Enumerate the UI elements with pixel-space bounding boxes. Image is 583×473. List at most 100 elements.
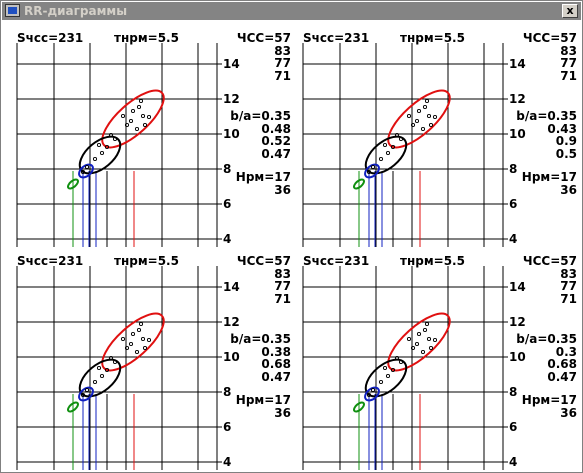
rr-point (142, 122, 148, 128)
rr-point (382, 365, 388, 371)
tnrm-label: тнрм=5.5 (114, 254, 179, 268)
rr-point (366, 392, 372, 398)
rr-point (382, 142, 388, 148)
hr-stack: ЧСС=57 83 77 71 (523, 255, 577, 305)
hr-value: 83 (274, 43, 291, 58)
hrm-stack: Hрм=17 36 (522, 171, 577, 196)
rr-point (134, 349, 140, 355)
hr-value: 83 (560, 43, 577, 58)
green-ellipse (353, 401, 365, 413)
rr-point (420, 126, 426, 132)
ba-stack: b/a=0.35 0.38 0.68 0.47 (230, 333, 291, 383)
hr-value: 71 (560, 68, 577, 83)
ba-value: 0.43 (547, 121, 577, 136)
hrm-label: Hрм=17 (235, 170, 291, 184)
title-bar[interactable]: RR-диаграммы x (2, 2, 581, 20)
rr-point (108, 355, 114, 361)
rr-point (366, 169, 372, 175)
axis-tick-label: 6 (509, 197, 517, 211)
rr-point (406, 336, 412, 342)
rr-point (136, 327, 142, 333)
black-ellipse (78, 135, 122, 175)
rr-point (378, 379, 384, 385)
rr-point (124, 345, 130, 351)
rr-point (140, 336, 146, 342)
axis-tick-label: 12 (223, 92, 240, 106)
hrm-stack: Hрм=17 36 (236, 171, 291, 196)
rr-point (398, 136, 404, 142)
rr-plot: 14 12 10 8 6 4 (16, 266, 240, 470)
axis-tick-label: 10 (509, 350, 526, 364)
rr-point (130, 108, 136, 114)
rr-point (140, 113, 146, 119)
axis-tick-label: 6 (509, 420, 517, 434)
rr-point (398, 359, 404, 365)
axis-tick-label: 8 (223, 385, 231, 399)
hrm-stack: Hрм=17 36 (522, 394, 577, 419)
rr-point (422, 104, 428, 110)
close-button[interactable]: x (562, 4, 578, 18)
hrm-value: 36 (560, 182, 577, 197)
red-ellipse (101, 312, 165, 372)
rr-point (420, 349, 426, 355)
hrm-label: Hрм=17 (521, 393, 577, 407)
rr-point (424, 98, 430, 104)
rr-panel-1: 14 12 10 8 6 4 Sчсс=231 тнрм=5.5 ЧСС=57 83 77… (3, 21, 293, 247)
rr-point (410, 345, 416, 351)
rr-point (108, 132, 114, 138)
rr-point (428, 122, 434, 128)
rr-point (390, 144, 396, 150)
rr-point (92, 379, 98, 385)
axis-tick-label: 14 (223, 57, 240, 71)
hr-label: ЧСС=57 (522, 31, 577, 45)
rr-point (422, 327, 428, 333)
red-ellipse (101, 89, 165, 149)
rr-point (112, 136, 118, 142)
black-ellipse (364, 358, 408, 398)
rr-point (385, 150, 391, 156)
rr-point (120, 336, 126, 342)
axis-tick-label: 4 (509, 232, 517, 246)
rr-point (104, 144, 110, 150)
blue-ellipse (78, 386, 94, 402)
ba-label: b/a=0.35 (230, 332, 291, 346)
rr-point (370, 164, 376, 170)
rr-point (385, 373, 391, 379)
rr-panel-2: 14 12 10 8 6 4 Sчсс=231 тнрм=5.5 ЧСС=57 83 77… (289, 21, 579, 247)
hr-stack: ЧСС=57 83 77 71 (523, 32, 577, 82)
ba-value: 0.9 (555, 134, 577, 148)
rr-point (426, 113, 432, 119)
axis-tick-label: 10 (223, 350, 240, 364)
rr-point (128, 341, 134, 347)
axis-tick-label: 8 (509, 385, 517, 399)
rr-point (414, 118, 420, 124)
axis-tick-label: 12 (509, 315, 526, 329)
axis-tick-label: 14 (509, 280, 526, 294)
axis-tick-label: 4 (509, 455, 517, 469)
rr-plot: 14 12 10 8 6 4 (302, 43, 526, 247)
tnrm-label: тнрм=5.5 (114, 31, 179, 45)
rr-point (128, 118, 134, 124)
hrm-stack: Hрм=17 36 (236, 394, 291, 419)
ba-value: 0.68 (547, 357, 577, 371)
rr-point (378, 156, 384, 162)
rr-point (424, 321, 430, 327)
rr-point (120, 113, 126, 119)
ba-value: 0.47 (547, 369, 577, 384)
axis-tick-label: 14 (223, 280, 240, 294)
ba-value: 0.5 (555, 146, 577, 161)
hr-value: 71 (560, 291, 577, 306)
sum-hr-label: Sчсс=231 (303, 31, 370, 45)
hr-value: 83 (560, 266, 577, 281)
rr-point (426, 336, 432, 342)
rr-plot: 14 12 10 8 6 4 (16, 43, 240, 247)
tnrm-label: тнрм=5.5 (400, 31, 465, 45)
hrm-label: Hрм=17 (521, 170, 577, 184)
blue-ellipse (78, 163, 94, 179)
hr-label: ЧСС=57 (522, 254, 577, 268)
rr-point (80, 392, 86, 398)
rr-point (432, 337, 438, 343)
ba-value: 0.38 (261, 344, 291, 359)
ba-value: 0.52 (261, 134, 291, 148)
window-title: RR-диаграммы (24, 4, 128, 18)
